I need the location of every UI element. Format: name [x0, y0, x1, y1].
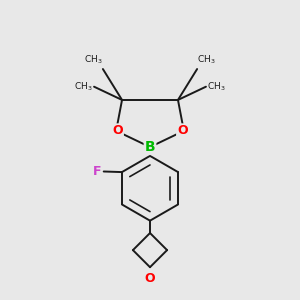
- Text: CH$_3$: CH$_3$: [74, 80, 93, 93]
- Text: B: B: [145, 140, 155, 154]
- Text: CH$_3$: CH$_3$: [84, 54, 103, 66]
- Text: O: O: [145, 272, 155, 286]
- Text: CH$_3$: CH$_3$: [207, 80, 226, 93]
- Text: F: F: [93, 165, 101, 178]
- Text: CH$_3$: CH$_3$: [197, 54, 216, 66]
- Text: O: O: [112, 124, 123, 137]
- Text: O: O: [177, 124, 188, 137]
